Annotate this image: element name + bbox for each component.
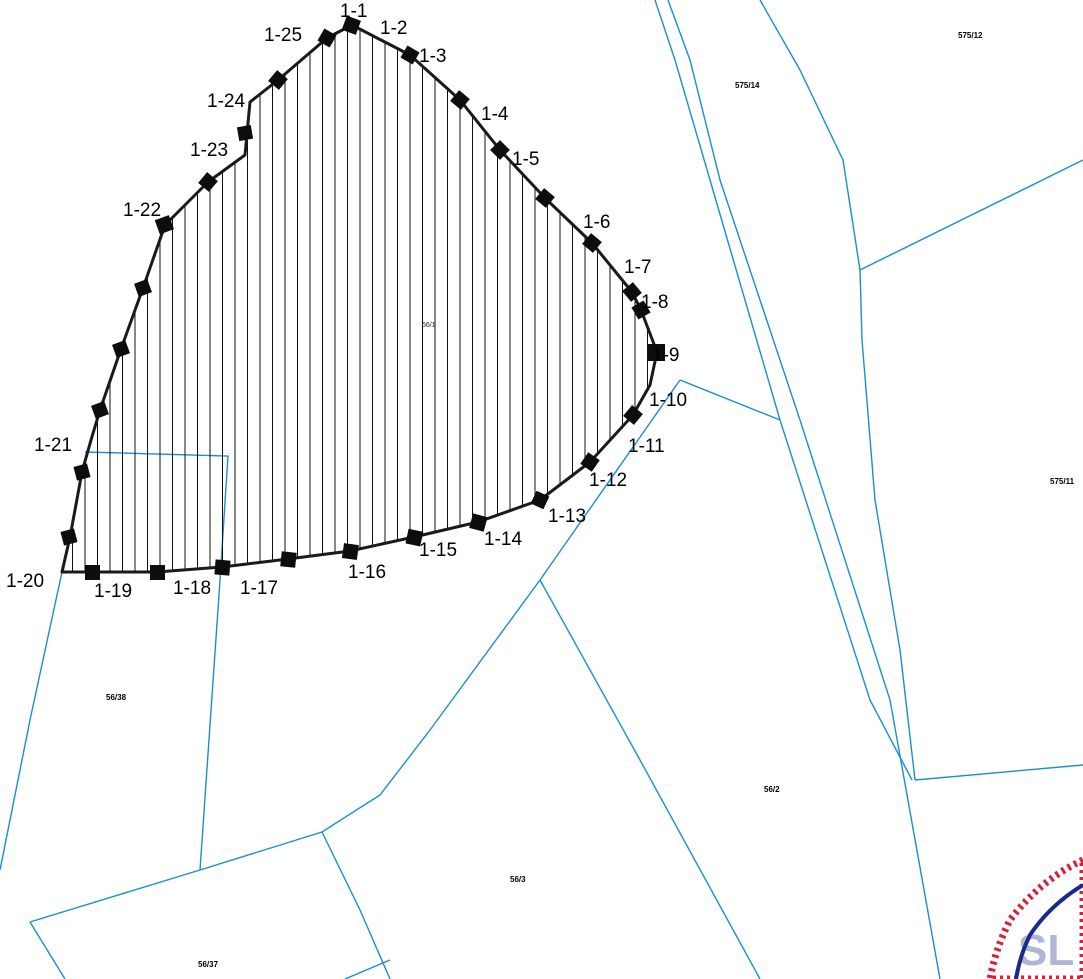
- point-label-19: 1-19: [94, 581, 132, 602]
- parcel-labels: 56/1 575/12 575/14 575/11 56/38 56/2 56/…: [106, 31, 1075, 969]
- point-label-23: 1-23: [190, 140, 228, 161]
- point-marker-7: [622, 282, 642, 302]
- point-marker-12: [580, 452, 600, 472]
- point-marker-13: [530, 490, 550, 510]
- point-marker-3: [450, 90, 470, 110]
- point-labels: 1-1 1-2 1-3 1-4 1-5 1-6 1-7 1-8 1-9 1-10…: [6, 1, 687, 602]
- point-marker-4: [490, 140, 510, 160]
- point-marker-22: [154, 215, 174, 235]
- point-marker-10: [623, 405, 643, 425]
- point-marker-25: [317, 28, 337, 48]
- point-marker-23: [236, 124, 254, 142]
- point-marker-20: [60, 528, 78, 546]
- point-marker-15: [405, 528, 424, 547]
- point-marker-9: [648, 344, 665, 361]
- plot-outline: [60, 23, 659, 574]
- parcel-label-56-2: 56/2: [764, 785, 780, 794]
- point-marker-24: [268, 70, 288, 90]
- point-marker-22b: [198, 172, 218, 192]
- point-marker-18: [214, 559, 231, 576]
- point-label-25: 1-25: [264, 25, 302, 46]
- point-marker-21b: [91, 401, 109, 419]
- point-label-3: 1-3: [419, 46, 446, 67]
- point-label-13: 1-13: [548, 506, 586, 527]
- official-stamp: SL: [986, 856, 1083, 979]
- point-label-6: 1-6: [583, 212, 610, 233]
- point-label-20: 1-20: [6, 571, 44, 592]
- point-label-21: 1-21: [34, 435, 72, 456]
- point-label-10: 1-10: [649, 390, 687, 411]
- point-marker-21d: [134, 279, 152, 297]
- parcel-label-56-38: 56/38: [106, 693, 127, 702]
- stamp-text: SL: [1018, 926, 1074, 975]
- point-marker-18b: [150, 565, 165, 580]
- point-label-18: 1-18: [173, 578, 211, 599]
- point-label-11: 1-11: [628, 436, 665, 457]
- point-label-15: 1-15: [419, 540, 457, 561]
- point-label-16: 1-16: [348, 562, 386, 583]
- point-label-2: 1-2: [380, 18, 407, 39]
- parcel-label-575-11: 575/11: [1050, 477, 1075, 486]
- point-marker-19: [85, 565, 100, 580]
- point-marker-6: [582, 233, 602, 253]
- parcel-label-575-14: 575/14: [735, 81, 760, 90]
- point-label-1: 1-1: [340, 1, 367, 22]
- point-label-8: 1-8: [641, 292, 668, 313]
- point-label-17: 1-17: [240, 578, 278, 599]
- point-label-9: 1-9: [652, 345, 679, 366]
- point-label-4: 1-4: [481, 104, 509, 125]
- point-marker-8: [631, 300, 651, 320]
- point-marker-17: [280, 551, 297, 568]
- point-marker-21: [73, 463, 91, 481]
- point-marker-1: [341, 15, 361, 35]
- point-label-24: 1-24: [207, 91, 245, 112]
- point-label-12: 1-12: [589, 470, 627, 491]
- parcel-label-56-37: 56/37: [198, 960, 219, 969]
- point-marker-2: [400, 45, 420, 65]
- point-label-7: 1-7: [624, 257, 651, 278]
- parcel-label-56-3: 56/3: [510, 875, 526, 884]
- parcel-label-575-12: 575/12: [958, 31, 983, 40]
- point-label-5: 1-5: [512, 149, 539, 170]
- point-marker-14: [469, 513, 488, 532]
- point-marker-21c: [112, 340, 130, 358]
- point-label-22: 1-22: [123, 200, 161, 221]
- point-marker-16: [341, 543, 359, 561]
- parcel-label-56-1: 56/1: [422, 322, 436, 329]
- boundary-markers: [60, 15, 665, 580]
- point-label-14: 1-14: [484, 529, 522, 550]
- point-marker-5: [535, 188, 555, 208]
